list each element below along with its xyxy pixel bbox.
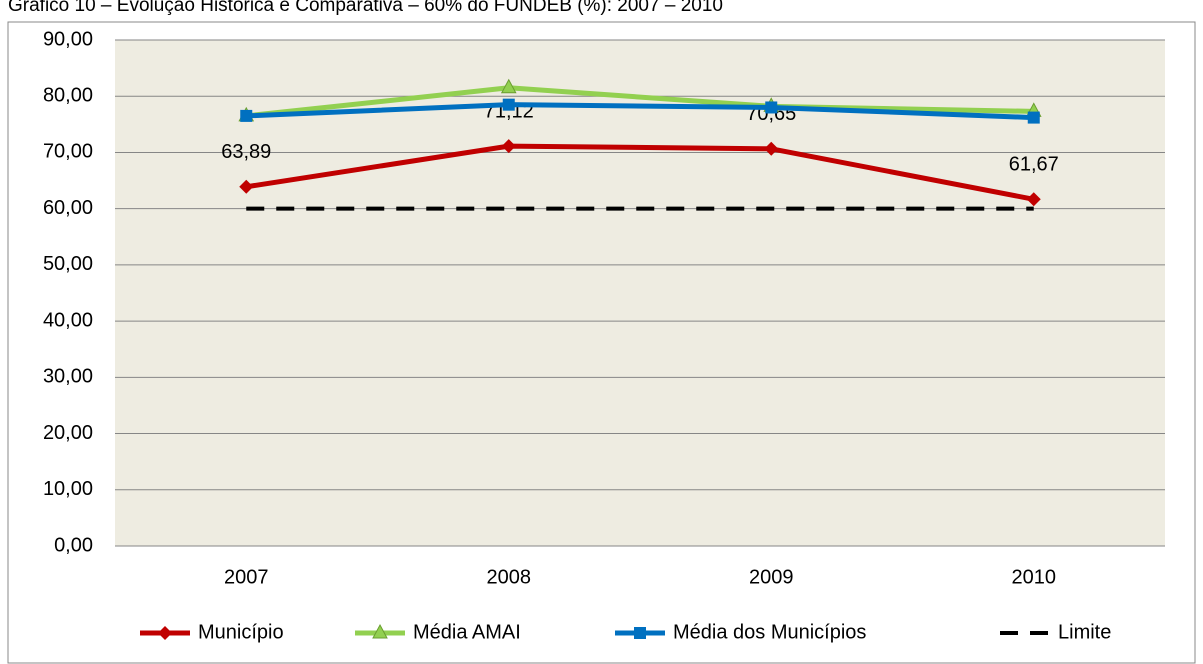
series-line bbox=[245, 143, 1035, 202]
marker bbox=[1027, 111, 1040, 124]
x-tick-label: 2009 bbox=[749, 566, 794, 588]
y-tick-label: 70,00 bbox=[43, 141, 93, 163]
marker bbox=[500, 78, 517, 94]
y-tick-label: 30,00 bbox=[43, 366, 93, 388]
legend-label: Limite bbox=[1058, 621, 1111, 643]
y-tick-label: 20,00 bbox=[43, 422, 93, 444]
marker bbox=[240, 109, 253, 122]
marker bbox=[501, 139, 516, 154]
marker bbox=[634, 627, 646, 639]
y-tick-label: 0,00 bbox=[54, 534, 93, 556]
marker bbox=[764, 141, 779, 156]
data-label: 63,89 bbox=[221, 141, 271, 163]
series-line bbox=[245, 85, 1034, 119]
x-tick-label: 2008 bbox=[487, 566, 532, 588]
y-tick-label: 90,00 bbox=[43, 28, 93, 50]
y-tick-label: 10,00 bbox=[43, 478, 93, 500]
legend-label: Município bbox=[198, 621, 284, 643]
chart-title: Gráfico 10 – Evolução Histórica e Compar… bbox=[8, 0, 723, 16]
marker bbox=[158, 626, 172, 640]
marker bbox=[1026, 192, 1041, 207]
data-label: 61,67 bbox=[1009, 154, 1059, 176]
y-tick-label: 40,00 bbox=[43, 309, 93, 331]
legend-label: Média AMAI bbox=[413, 621, 521, 643]
y-tick-label: 60,00 bbox=[43, 197, 93, 219]
marker bbox=[765, 101, 778, 114]
y-tick-label: 50,00 bbox=[43, 253, 93, 275]
plot-area bbox=[115, 40, 1165, 546]
marker bbox=[372, 623, 388, 639]
legend-label: Média dos Municípios bbox=[673, 621, 866, 643]
x-tick-label: 2010 bbox=[1012, 566, 1057, 588]
series-line bbox=[246, 102, 1034, 121]
y-tick-label: 80,00 bbox=[43, 85, 93, 107]
x-tick-label: 2007 bbox=[224, 566, 269, 588]
marker bbox=[239, 179, 254, 194]
marker bbox=[502, 98, 515, 111]
